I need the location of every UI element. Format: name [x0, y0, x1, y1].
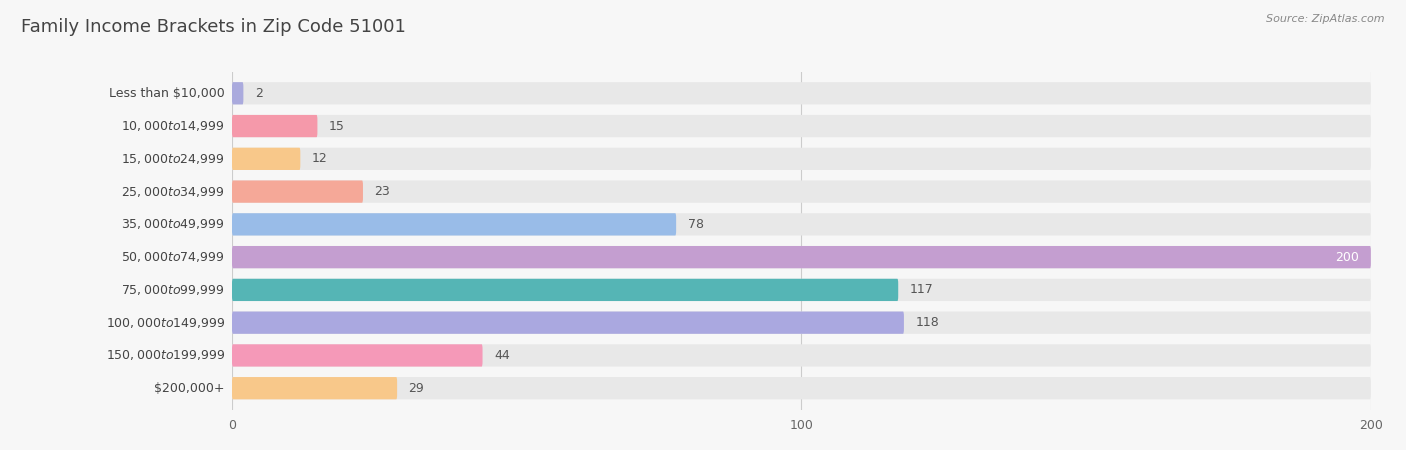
FancyBboxPatch shape: [232, 148, 1371, 170]
Text: $75,000 to $99,999: $75,000 to $99,999: [121, 283, 225, 297]
FancyBboxPatch shape: [232, 180, 363, 203]
Text: 78: 78: [688, 218, 703, 231]
Text: 12: 12: [312, 153, 328, 165]
Text: 200: 200: [1336, 251, 1360, 264]
FancyBboxPatch shape: [232, 377, 396, 399]
FancyBboxPatch shape: [232, 82, 1371, 104]
FancyBboxPatch shape: [232, 246, 1371, 268]
FancyBboxPatch shape: [232, 213, 1371, 235]
FancyBboxPatch shape: [232, 115, 318, 137]
Text: $35,000 to $49,999: $35,000 to $49,999: [121, 217, 225, 231]
Text: 44: 44: [494, 349, 510, 362]
Text: $100,000 to $149,999: $100,000 to $149,999: [105, 315, 225, 330]
FancyBboxPatch shape: [232, 148, 301, 170]
FancyBboxPatch shape: [232, 279, 1371, 301]
Text: Family Income Brackets in Zip Code 51001: Family Income Brackets in Zip Code 51001: [21, 18, 406, 36]
Text: Less than $10,000: Less than $10,000: [110, 87, 225, 100]
FancyBboxPatch shape: [232, 180, 1371, 203]
Text: 29: 29: [409, 382, 425, 395]
Text: 118: 118: [915, 316, 939, 329]
Text: Source: ZipAtlas.com: Source: ZipAtlas.com: [1267, 14, 1385, 23]
Text: 15: 15: [329, 120, 344, 133]
FancyBboxPatch shape: [232, 213, 676, 235]
Text: $150,000 to $199,999: $150,000 to $199,999: [105, 348, 225, 362]
FancyBboxPatch shape: [232, 311, 1371, 334]
Text: $15,000 to $24,999: $15,000 to $24,999: [121, 152, 225, 166]
Text: 23: 23: [374, 185, 389, 198]
FancyBboxPatch shape: [232, 311, 904, 334]
FancyBboxPatch shape: [232, 344, 482, 367]
Text: $200,000+: $200,000+: [155, 382, 225, 395]
FancyBboxPatch shape: [232, 377, 1371, 399]
Text: 117: 117: [910, 284, 934, 297]
FancyBboxPatch shape: [232, 279, 898, 301]
FancyBboxPatch shape: [232, 115, 1371, 137]
FancyBboxPatch shape: [232, 82, 243, 104]
Text: $25,000 to $34,999: $25,000 to $34,999: [121, 184, 225, 198]
FancyBboxPatch shape: [232, 246, 1371, 268]
Text: $50,000 to $74,999: $50,000 to $74,999: [121, 250, 225, 264]
FancyBboxPatch shape: [232, 344, 1371, 367]
Text: $10,000 to $14,999: $10,000 to $14,999: [121, 119, 225, 133]
Text: 2: 2: [254, 87, 263, 100]
